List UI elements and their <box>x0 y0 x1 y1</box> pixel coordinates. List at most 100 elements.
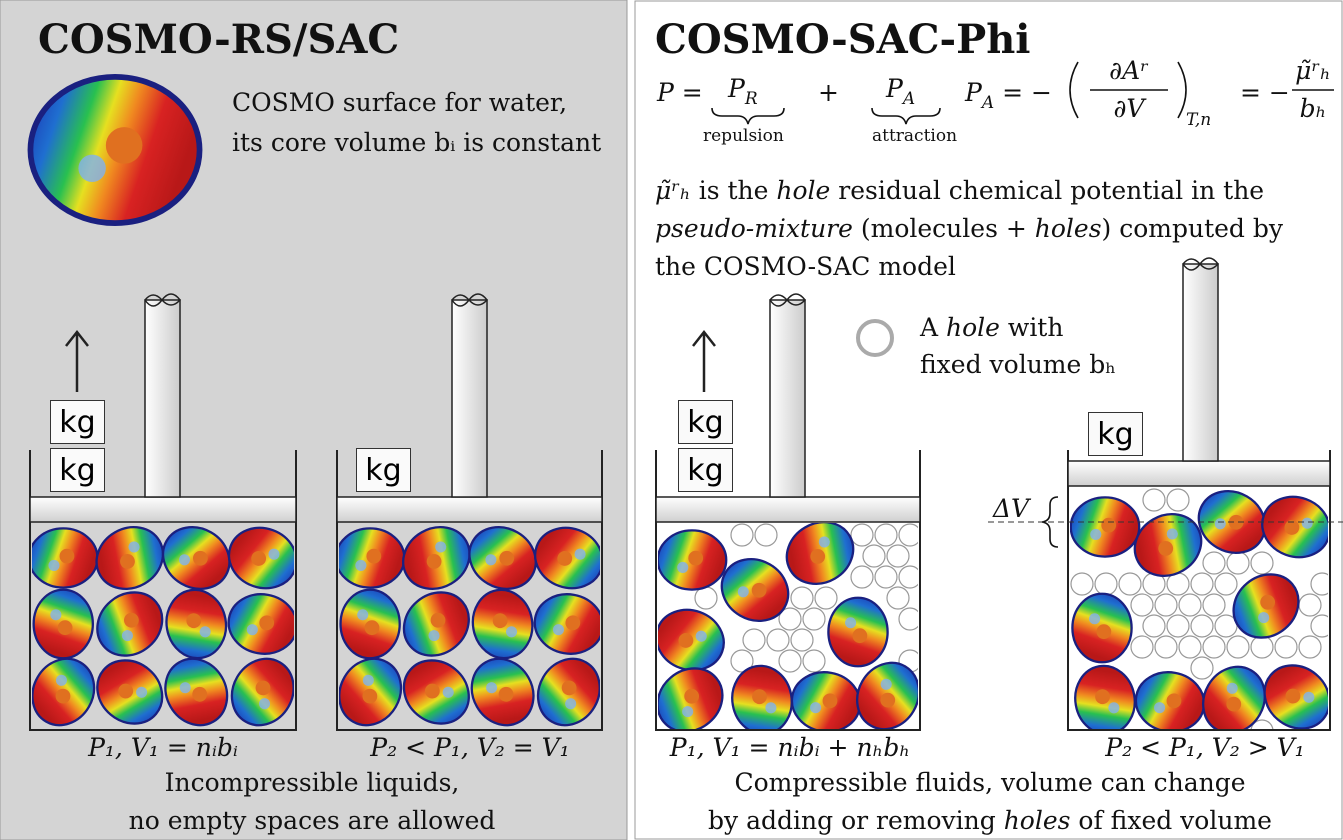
paragraph-line: the COSMO-SAC model <box>655 254 956 279</box>
hole <box>1191 573 1213 595</box>
hole <box>899 608 921 630</box>
text: A <box>920 313 946 342</box>
hole <box>1179 594 1201 616</box>
subscript: A <box>903 89 915 109</box>
hole <box>791 629 813 651</box>
equation: PA = − <box>965 80 1052 105</box>
hole <box>1227 636 1249 658</box>
text: holes <box>1035 214 1102 243</box>
legend-line: fixed volume bₕ <box>920 352 1116 377</box>
hole <box>803 608 825 630</box>
hole <box>1191 657 1213 679</box>
symbol: μ̃ʳₕ <box>655 176 691 205</box>
piston-plate <box>656 497 920 522</box>
subscript: T,n <box>1186 112 1211 129</box>
piston-rod <box>145 300 180 497</box>
hole <box>731 524 753 546</box>
equation: P = <box>657 80 703 105</box>
symbol: P <box>886 74 903 103</box>
operator: = − <box>1240 80 1290 105</box>
paragraph-line: pseudo-mixture (molecules + holes) compu… <box>655 216 1283 241</box>
hole <box>887 545 909 567</box>
hole <box>887 587 909 609</box>
molecule <box>658 530 726 589</box>
text: of fixed volume <box>1070 806 1272 835</box>
hole <box>1251 552 1273 574</box>
hole <box>1179 636 1201 658</box>
subscript: A <box>982 93 994 113</box>
numerator: ∂Aʳ <box>1109 58 1149 83</box>
hole <box>815 587 837 609</box>
hole <box>1203 594 1225 616</box>
text: (molecules + <box>853 214 1035 243</box>
operator: = − <box>1002 78 1052 107</box>
hole <box>1071 573 1093 595</box>
hole <box>1131 636 1153 658</box>
weight: kg <box>678 448 733 492</box>
brace-label: repulsion <box>703 128 784 145</box>
hole <box>1215 573 1237 595</box>
hole <box>863 545 885 567</box>
hole <box>743 629 765 651</box>
piston-rod <box>1183 264 1218 461</box>
hole <box>875 524 897 546</box>
footer: by adding or removing holes of fixed vol… <box>708 808 1272 833</box>
equation: PA <box>886 76 915 101</box>
hole <box>1119 573 1141 595</box>
hole <box>1167 615 1189 637</box>
title: COSMO-SAC-Phi <box>655 20 1030 60</box>
figure: COSMO-RS/SAC COSMO surface for water, it… <box>0 0 1343 840</box>
molecule <box>29 528 97 587</box>
delta-label: ΔV <box>993 496 1029 521</box>
hole <box>1299 594 1321 616</box>
hole <box>803 650 825 672</box>
footer: Incompressible liquids, <box>165 770 460 795</box>
weight: kg <box>50 400 105 444</box>
cylinder-label: P₂ < P₁, V₂ > V₁ <box>1105 735 1304 760</box>
hole <box>1191 615 1213 637</box>
text: holes <box>1004 806 1071 835</box>
hole <box>1167 489 1189 511</box>
molecule <box>336 528 404 587</box>
molecule <box>828 598 887 666</box>
denominator: ∂V <box>1114 96 1145 121</box>
weight: kg <box>1088 412 1143 456</box>
hole <box>1143 489 1165 511</box>
molecule <box>34 590 93 658</box>
numerator: μ̃ʳₕ <box>1295 58 1331 83</box>
text: hole <box>946 313 1000 342</box>
weight: kg <box>678 400 733 444</box>
molecule <box>1072 594 1131 662</box>
title: COSMO-RS/SAC <box>38 20 399 60</box>
text: by adding or removing <box>708 806 1004 835</box>
hole <box>779 650 801 672</box>
hole <box>1155 594 1177 616</box>
text: with <box>1000 313 1064 342</box>
legend-line: A hole with <box>920 315 1063 340</box>
text: hole <box>776 176 830 205</box>
cylinder-label: P₂ < P₁, V₂ = V₁ <box>370 735 569 760</box>
footer: Compressible fluids, volume can change <box>734 770 1245 795</box>
molecule <box>1071 497 1139 556</box>
hole <box>755 524 777 546</box>
hole <box>1227 552 1249 574</box>
water-surface <box>30 77 199 223</box>
weight: kg <box>50 448 105 492</box>
hole <box>1299 636 1321 658</box>
paragraph-line: μ̃ʳₕ is the hole residual chemical poten… <box>655 178 1264 203</box>
text: residual chemical potential in the <box>830 176 1264 205</box>
weight: kg <box>356 448 411 492</box>
footer: no empty spaces are allowed <box>129 808 496 833</box>
caption: COSMO surface for water, <box>232 90 567 115</box>
hole <box>767 629 789 651</box>
equation: + <box>818 80 839 105</box>
symbol: P <box>728 74 745 103</box>
hole <box>1203 636 1225 658</box>
piston-plate <box>1068 461 1330 486</box>
subscript: R <box>745 89 758 109</box>
piston-rod <box>452 300 487 497</box>
hole <box>791 587 813 609</box>
piston-plate <box>30 497 296 522</box>
hole <box>1095 573 1117 595</box>
hole <box>851 524 873 546</box>
